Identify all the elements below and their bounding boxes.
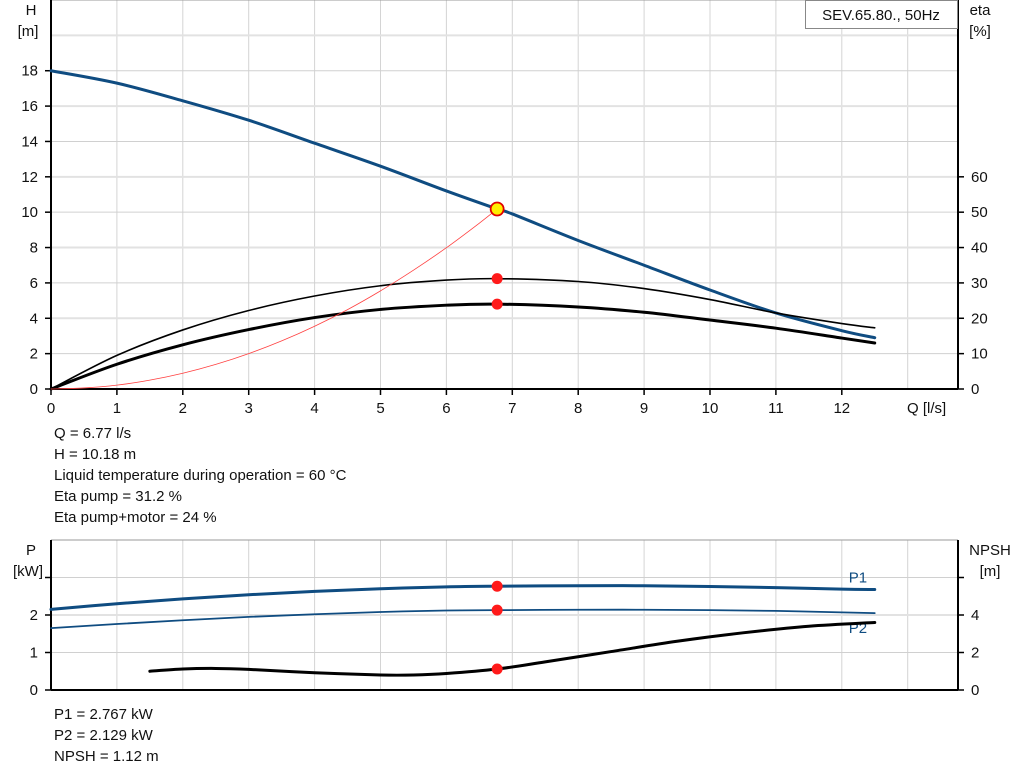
operating-point-marker [491, 663, 503, 675]
series-label-p1: P1 [849, 570, 867, 587]
x-tick-label: 2 [179, 400, 187, 417]
readout-p1: P1 = 2.767 kW [54, 706, 153, 723]
readout-npsh: NPSH = 1.12 m [54, 748, 159, 765]
x-tick-label: 3 [245, 400, 253, 417]
operating-point-marker [491, 604, 503, 616]
y2-tick-label: 20 [971, 310, 988, 327]
operating-point-marker [491, 273, 503, 285]
readout-q: Q = 6.77 l/s [54, 425, 132, 442]
y2-tick-label: 60 [971, 169, 988, 186]
readout-eta-pump-motor: Eta pump+motor = 24 % [54, 509, 217, 526]
y-tick-label: 8 [30, 240, 38, 257]
operating-point-marker [491, 580, 503, 592]
y2-tick-label: 30 [971, 275, 988, 292]
y2-axis-label: eta [970, 2, 992, 19]
y2-tick-label: 4 [971, 607, 979, 624]
y-tick-label: 0 [30, 682, 38, 699]
y-tick-label: 6 [30, 275, 38, 292]
y-tick-label: 18 [21, 63, 38, 80]
x-tick-label: 4 [310, 400, 318, 417]
series-line-p2 [50, 608, 876, 630]
operating-point-marker [491, 298, 503, 310]
chart-title: SEV.65.80., 50Hz [822, 7, 940, 24]
readout-h: H = 10.18 m [54, 446, 137, 463]
y2-axis-label: NPSH [969, 542, 1011, 559]
y-tick-label: 10 [21, 204, 38, 221]
y-tick-label: 4 [30, 310, 38, 327]
power-readout: P1 = 2.767 kW P2 = 2.129 kW NPSH = 1.12 … [54, 704, 159, 767]
readout-p2: P2 = 2.129 kW [54, 727, 153, 744]
y-tick-label: 12 [21, 169, 38, 186]
x-tick-label: 12 [833, 400, 850, 417]
x-axis-label: Q [l/s] [907, 400, 946, 417]
series-line-npsh [148, 621, 877, 677]
y-axis-unit: [kW] [13, 563, 43, 580]
y2-tick-label: 10 [971, 346, 988, 363]
y-tick-label: 1 [30, 645, 38, 662]
x-tick-label: 7 [508, 400, 516, 417]
y2-tick-label: 40 [971, 240, 988, 257]
series-line-p1 [49, 584, 877, 611]
readout-eta-pump: Eta pump = 31.2 % [54, 488, 182, 505]
x-tick-label: 5 [376, 400, 384, 417]
y2-tick-label: 0 [971, 381, 979, 398]
y-tick-label: 2 [30, 346, 38, 363]
y-axis-label: P [26, 542, 36, 559]
series-line-eta-pump [50, 277, 876, 390]
series-line-h [49, 69, 877, 340]
x-tick-label: 1 [113, 400, 121, 417]
x-tick-label: 10 [702, 400, 719, 417]
series-line-system [50, 208, 498, 390]
y-tick-label: 0 [30, 381, 38, 398]
y-tick-label: 16 [21, 98, 38, 115]
y2-tick-label: 0 [971, 682, 979, 699]
y2-axis-unit: [%] [969, 23, 991, 40]
x-tick-label: 11 [768, 400, 784, 417]
x-tick-label: 6 [442, 400, 450, 417]
operating-point-marker [489, 201, 505, 217]
y2-axis-unit: [m] [980, 563, 1001, 580]
operating-point-readout: Q = 6.77 l/s H = 10.18 m Liquid temperat… [54, 423, 346, 528]
readout-liquid-temp: Liquid temperature during operation = 60… [54, 467, 347, 484]
x-tick-label: 8 [574, 400, 582, 417]
y2-tick-label: 50 [971, 204, 988, 221]
x-tick-label: 9 [640, 400, 648, 417]
y-axis-label: H [26, 2, 37, 19]
y-tick-label: 14 [21, 133, 38, 150]
y2-tick-label: 2 [971, 645, 979, 662]
y-tick-label: 2 [30, 607, 38, 624]
y-axis-unit: [m] [18, 23, 39, 40]
x-tick-label: 0 [47, 400, 55, 417]
series-line-eta-pump-motor [49, 302, 877, 391]
chart-title-box [805, 0, 958, 29]
